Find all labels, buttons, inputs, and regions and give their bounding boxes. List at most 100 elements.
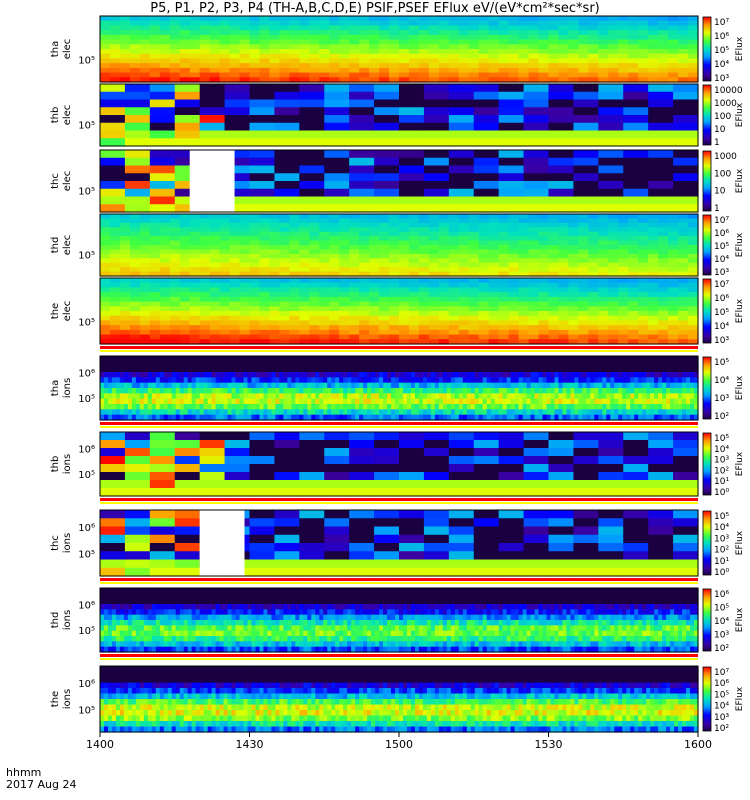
spectrogram-cell bbox=[399, 72, 410, 78]
spectrogram-cell bbox=[191, 361, 197, 368]
spectrogram-cell bbox=[191, 404, 197, 410]
spectrogram-cell bbox=[422, 356, 428, 362]
spectrogram-cell bbox=[438, 388, 444, 394]
spectrogram-cell bbox=[347, 377, 352, 384]
spectrogram-cell bbox=[686, 409, 691, 416]
spectrogram-cell bbox=[189, 53, 201, 60]
spectrogram-cell bbox=[159, 39, 171, 45]
spectrogram-cell bbox=[119, 325, 131, 331]
spectrogram-cell bbox=[548, 44, 560, 50]
spectrogram-cell bbox=[498, 173, 525, 182]
spectrogram-cell bbox=[508, 77, 520, 83]
spectrogram-cell bbox=[107, 404, 113, 410]
spectrogram-cell bbox=[468, 262, 480, 268]
spectrogram-cell bbox=[159, 339, 171, 345]
spectrogram-cell bbox=[159, 409, 165, 416]
spectrogram-cell bbox=[243, 409, 249, 416]
spectrogram-cell bbox=[558, 240, 570, 246]
spectrogram-cell bbox=[124, 173, 151, 182]
spectrogram-cell bbox=[678, 334, 689, 340]
spectrogram-cell bbox=[668, 227, 679, 233]
spectrogram-cell bbox=[327, 356, 332, 362]
spectrogram-cell bbox=[658, 63, 669, 69]
spectrogram-cell bbox=[259, 16, 271, 22]
spectrogram-cell bbox=[666, 393, 671, 400]
spectrogram-cell bbox=[324, 464, 350, 473]
spectrogram-cell bbox=[119, 222, 131, 228]
spectrogram-cell bbox=[578, 398, 583, 405]
spectrogram-cell bbox=[239, 278, 251, 284]
spectrogram-cell bbox=[558, 278, 570, 284]
spectrogram-cell bbox=[488, 231, 500, 237]
spectrogram-cell bbox=[387, 398, 392, 405]
spectrogram-cell bbox=[448, 138, 475, 147]
spectrogram-cell bbox=[528, 49, 540, 55]
spectrogram-cell bbox=[538, 296, 550, 303]
spectrogram-cell bbox=[359, 287, 370, 293]
spectrogram-cell bbox=[319, 39, 330, 45]
spectrogram-cell bbox=[426, 404, 432, 410]
spectrogram-cell bbox=[618, 339, 629, 345]
spectrogram-cell bbox=[369, 34, 380, 41]
spectrogram-cell bbox=[271, 404, 277, 410]
spectrogram-cell bbox=[448, 188, 475, 198]
spectrogram-cell bbox=[307, 414, 312, 421]
spectrogram-cell bbox=[303, 356, 308, 362]
spectrogram-cell bbox=[209, 306, 221, 312]
spectrogram-cell bbox=[498, 39, 510, 45]
spectrogram-cell bbox=[550, 382, 556, 389]
spectrogram-cell bbox=[694, 356, 699, 362]
spectrogram-cell bbox=[548, 77, 560, 83]
spectrogram-cell bbox=[391, 366, 396, 373]
spectrogram-cell bbox=[418, 311, 430, 317]
spectrogram-cell bbox=[100, 107, 126, 116]
spectrogram-cell bbox=[618, 388, 623, 394]
spectrogram-cell bbox=[239, 30, 251, 36]
colorbar-tick-label: 10⁵ bbox=[714, 308, 729, 318]
spectrogram-cell bbox=[688, 287, 699, 293]
spectrogram-cell bbox=[124, 165, 151, 174]
spectrogram-cell bbox=[124, 464, 151, 473]
spectrogram-cell bbox=[523, 188, 550, 198]
spectrogram-cell bbox=[227, 377, 233, 384]
spectrogram-cell bbox=[269, 315, 280, 322]
spectrogram-cell bbox=[514, 404, 520, 410]
spectrogram-cell bbox=[199, 440, 226, 449]
spectrogram-cell bbox=[658, 339, 669, 345]
spectrogram-cell bbox=[249, 188, 276, 198]
spectrogram-cell bbox=[694, 361, 699, 368]
spectrogram-cell bbox=[402, 388, 408, 394]
spectrogram-cell bbox=[623, 122, 649, 132]
spectrogram-cell bbox=[438, 325, 450, 331]
spectrogram-cell bbox=[668, 16, 679, 22]
spectrogram-cell bbox=[389, 262, 400, 268]
spectrogram-cell bbox=[109, 253, 121, 259]
spectrogram-cell bbox=[673, 138, 699, 147]
spectrogram-cell bbox=[522, 377, 528, 384]
spectrogram-cell bbox=[219, 339, 231, 345]
spectrogram-cell bbox=[618, 258, 629, 264]
spectrogram-cell bbox=[179, 388, 185, 394]
spectrogram-cell bbox=[498, 382, 504, 389]
spectrogram-cell bbox=[311, 372, 316, 378]
spectrogram-cell bbox=[319, 218, 330, 224]
spectrogram-cell bbox=[127, 404, 133, 410]
spectrogram-cell bbox=[618, 49, 629, 55]
spectrogram-cell bbox=[339, 25, 350, 31]
spectrogram-cell bbox=[355, 388, 360, 394]
spectrogram-cell bbox=[628, 287, 639, 293]
spectrogram-cell bbox=[299, 464, 325, 473]
spectrogram-cell bbox=[598, 138, 624, 147]
spectrogram-cell bbox=[608, 72, 619, 78]
spectrogram-cell bbox=[690, 398, 695, 405]
spectrogram-cell bbox=[606, 388, 611, 394]
spectrogram-cell bbox=[418, 77, 430, 83]
spectrogram-cell bbox=[169, 30, 181, 36]
spectrogram-cell bbox=[247, 404, 253, 410]
spectrogram-cell bbox=[474, 409, 480, 416]
spectrogram-cell bbox=[590, 377, 595, 384]
spectrogram-cell bbox=[534, 393, 540, 400]
spectrogram-cell bbox=[129, 267, 141, 273]
spectrogram-cell bbox=[211, 404, 217, 410]
spectrogram-cell bbox=[458, 282, 470, 289]
